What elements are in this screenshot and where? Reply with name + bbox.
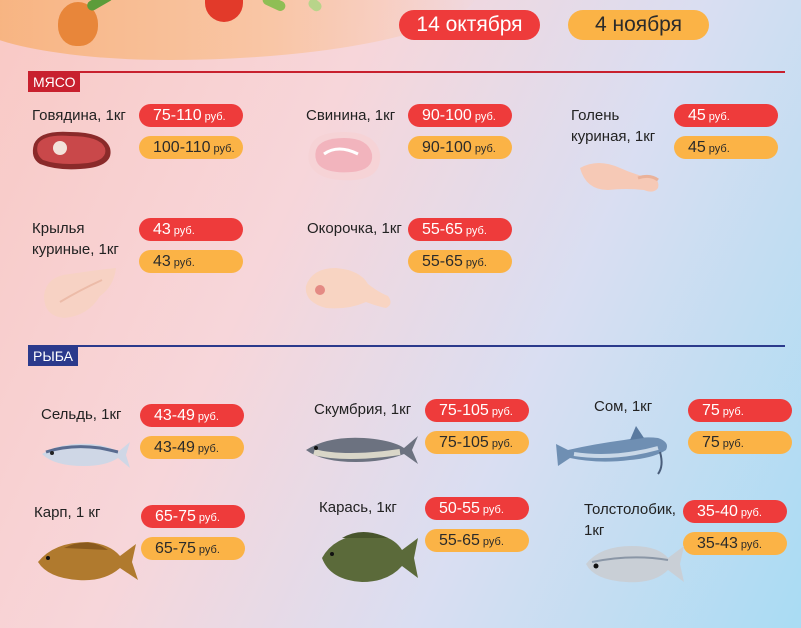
item-name: Толстолобик, bbox=[584, 501, 676, 518]
price-old: 43-49 руб. bbox=[140, 404, 244, 427]
price-new: 45 руб. bbox=[674, 136, 778, 159]
price-new: 43-49 руб. bbox=[140, 436, 244, 459]
section-divider-fish bbox=[28, 345, 785, 347]
price-old: 75-105 руб. bbox=[425, 399, 529, 422]
price-old: 35-40 руб. bbox=[683, 500, 787, 523]
item-name: Сельдь, 1кг bbox=[41, 406, 122, 423]
price-old: 75 руб. bbox=[688, 399, 792, 422]
item-name: Голень bbox=[571, 107, 620, 124]
price-old: 45 руб. bbox=[674, 104, 778, 127]
item-name: 1кг bbox=[584, 522, 605, 539]
price-new: 55-65 руб. bbox=[408, 250, 512, 273]
item-name: Скумбрия, 1кг bbox=[314, 401, 412, 418]
item-name: Окорочка, 1кг bbox=[307, 220, 402, 237]
section-title-fish: РЫБА bbox=[28, 345, 78, 366]
date-old-badge: 14 октября bbox=[399, 10, 540, 40]
crucian-icon bbox=[322, 532, 418, 582]
item-name: Карп, 1 кг bbox=[34, 504, 101, 521]
price-new: 75 руб. bbox=[688, 431, 792, 454]
price-old: 75-110 руб. bbox=[139, 104, 243, 127]
price-new: 55-65 руб. bbox=[425, 529, 529, 552]
price-new: 75-105 руб. bbox=[425, 431, 529, 454]
item-name: Говядина, 1кг bbox=[32, 107, 126, 124]
item-name: Свинина, 1кг bbox=[306, 107, 396, 124]
price-new: 100-110 руб. bbox=[139, 136, 243, 159]
pork-icon bbox=[308, 132, 381, 181]
price-old: 90-100 руб. bbox=[408, 104, 512, 127]
price-new: 43 руб. bbox=[139, 250, 243, 273]
price-old: 43 руб. bbox=[139, 218, 243, 241]
mackerel-icon bbox=[306, 436, 418, 464]
price-old: 65-75 руб. bbox=[141, 505, 245, 528]
beef-steak-icon bbox=[32, 131, 111, 170]
chicken-leg-icon bbox=[305, 268, 391, 309]
herring-icon bbox=[42, 442, 130, 468]
price-old: 50-55 руб. bbox=[425, 497, 529, 520]
price-new: 65-75 руб. bbox=[141, 537, 245, 560]
catfish-icon bbox=[556, 426, 667, 475]
section-title-meat: МЯСО bbox=[28, 71, 81, 92]
price-old: 55-65 руб. bbox=[408, 218, 512, 241]
chicken-wing-icon bbox=[44, 268, 116, 318]
price-new: 35-43 руб. bbox=[683, 532, 787, 555]
item-name: куриная, 1кг bbox=[571, 128, 656, 145]
section-divider-meat bbox=[28, 71, 785, 73]
date-new-badge: 4 ноября bbox=[568, 10, 709, 40]
silver-carp-icon bbox=[586, 546, 684, 583]
chicken-drumstick-icon bbox=[580, 163, 659, 192]
item-name: Сом, 1кг bbox=[594, 398, 653, 415]
item-name: куриные, 1кг bbox=[32, 241, 119, 258]
price-new: 90-100 руб. bbox=[408, 136, 512, 159]
carp-icon bbox=[38, 542, 138, 581]
item-name: Карась, 1кг bbox=[319, 499, 397, 516]
item-name: Крылья bbox=[32, 220, 85, 237]
pepper-icon bbox=[205, 0, 243, 22]
